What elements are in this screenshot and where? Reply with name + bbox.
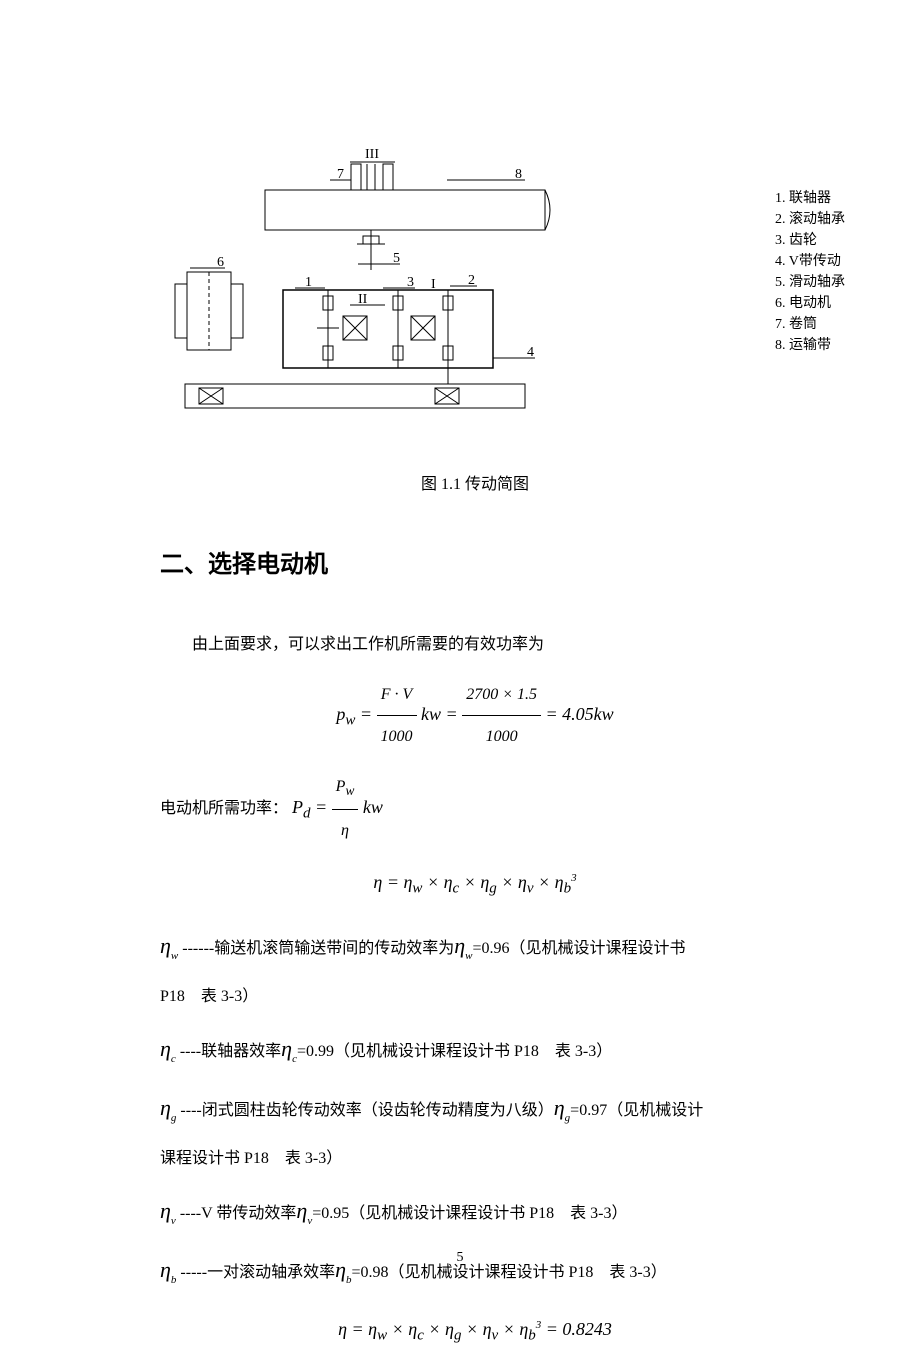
eta-product-formula: η = ηw × ηc × ηg × ηv × ηb3 <box>160 859 790 909</box>
legend-item: 7. 卷筒 <box>775 314 845 335</box>
eta-v-line: ηv ----V 带传动效率ηv=0.95（见机械设计课程设计书 P18 表 3… <box>160 1182 790 1239</box>
intro-text: 由上面要求，可以求出工作机所需要的有效功率为 <box>160 624 790 666</box>
legend-item: 3. 齿轮 <box>775 230 845 251</box>
transmission-diagram: III 7 8 6 5 1 3 <box>175 140 775 430</box>
eta-g-line: ηg ----闭式圆柱齿轮传动效率（设齿轮传动精度为八级）ηg=0.97（见机械… <box>160 1079 790 1136</box>
legend-item: 4. V带传动 <box>775 251 845 272</box>
eta-w-line2: P18 表 3-3） <box>160 976 790 1018</box>
eta-result-formula: η = ηw × ηc × ηg × ηv × ηb3 = 0.8243 <box>160 1306 790 1356</box>
diagram-legend: 1. 联轴器 2. 滚动轴承 3. 齿轮 4. V带传动 5. 滑动轴承 6. … <box>775 188 845 356</box>
diagram-svg: III 7 8 6 5 1 3 <box>135 140 615 430</box>
legend-item: 5. 滑动轴承 <box>775 272 845 293</box>
eta-c-line: ηc ----联轴器效率ηc=0.99（见机械设计课程设计书 P18 表 3-3… <box>160 1020 790 1077</box>
pd-line: 电动机所需功率： Pd = Pwη kw <box>160 766 790 851</box>
page-number: 5 <box>0 1250 920 1266</box>
pw-formula: pw = F · V1000 kw = 2700 × 1.51000 = 4.0… <box>160 674 790 758</box>
section-heading: 二、选择电动机 <box>160 544 790 579</box>
eta-w-line: ηw ------输送机滚筒输送带间的传动效率为ηw=0.96（见机械设计课程设… <box>160 917 790 974</box>
legend-item: 6. 电动机 <box>775 293 845 314</box>
legend-item: 2. 滚动轴承 <box>775 209 845 230</box>
figure-caption: 图 1.1 传动简图 <box>160 470 790 494</box>
legend-item: 8. 运输带 <box>775 335 845 356</box>
shaft-label-3: III <box>365 147 379 162</box>
eta-g-line2: 课程设计书 P18 表 3-3） <box>160 1138 790 1180</box>
legend-item: 1. 联轴器 <box>775 188 845 209</box>
